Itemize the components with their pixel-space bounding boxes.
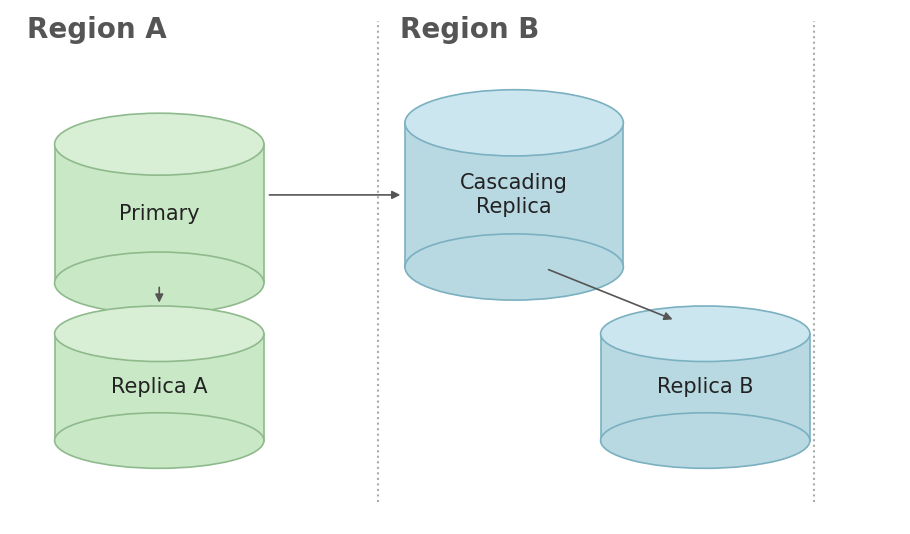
Ellipse shape (55, 306, 264, 362)
Text: Primary: Primary (119, 203, 199, 224)
Polygon shape (55, 144, 264, 283)
Ellipse shape (55, 113, 264, 175)
Text: Replica A: Replica A (111, 377, 207, 397)
Text: Cascading
Replica: Cascading Replica (460, 174, 568, 216)
Ellipse shape (55, 413, 264, 468)
Ellipse shape (405, 90, 623, 156)
Text: Region A: Region A (27, 16, 167, 44)
Text: Replica B: Replica B (657, 377, 753, 397)
Text: Region B: Region B (400, 16, 540, 44)
Ellipse shape (601, 413, 810, 468)
Polygon shape (405, 123, 623, 267)
Polygon shape (55, 334, 264, 441)
Ellipse shape (601, 306, 810, 362)
Polygon shape (601, 334, 810, 441)
Ellipse shape (405, 234, 623, 300)
Ellipse shape (55, 252, 264, 314)
